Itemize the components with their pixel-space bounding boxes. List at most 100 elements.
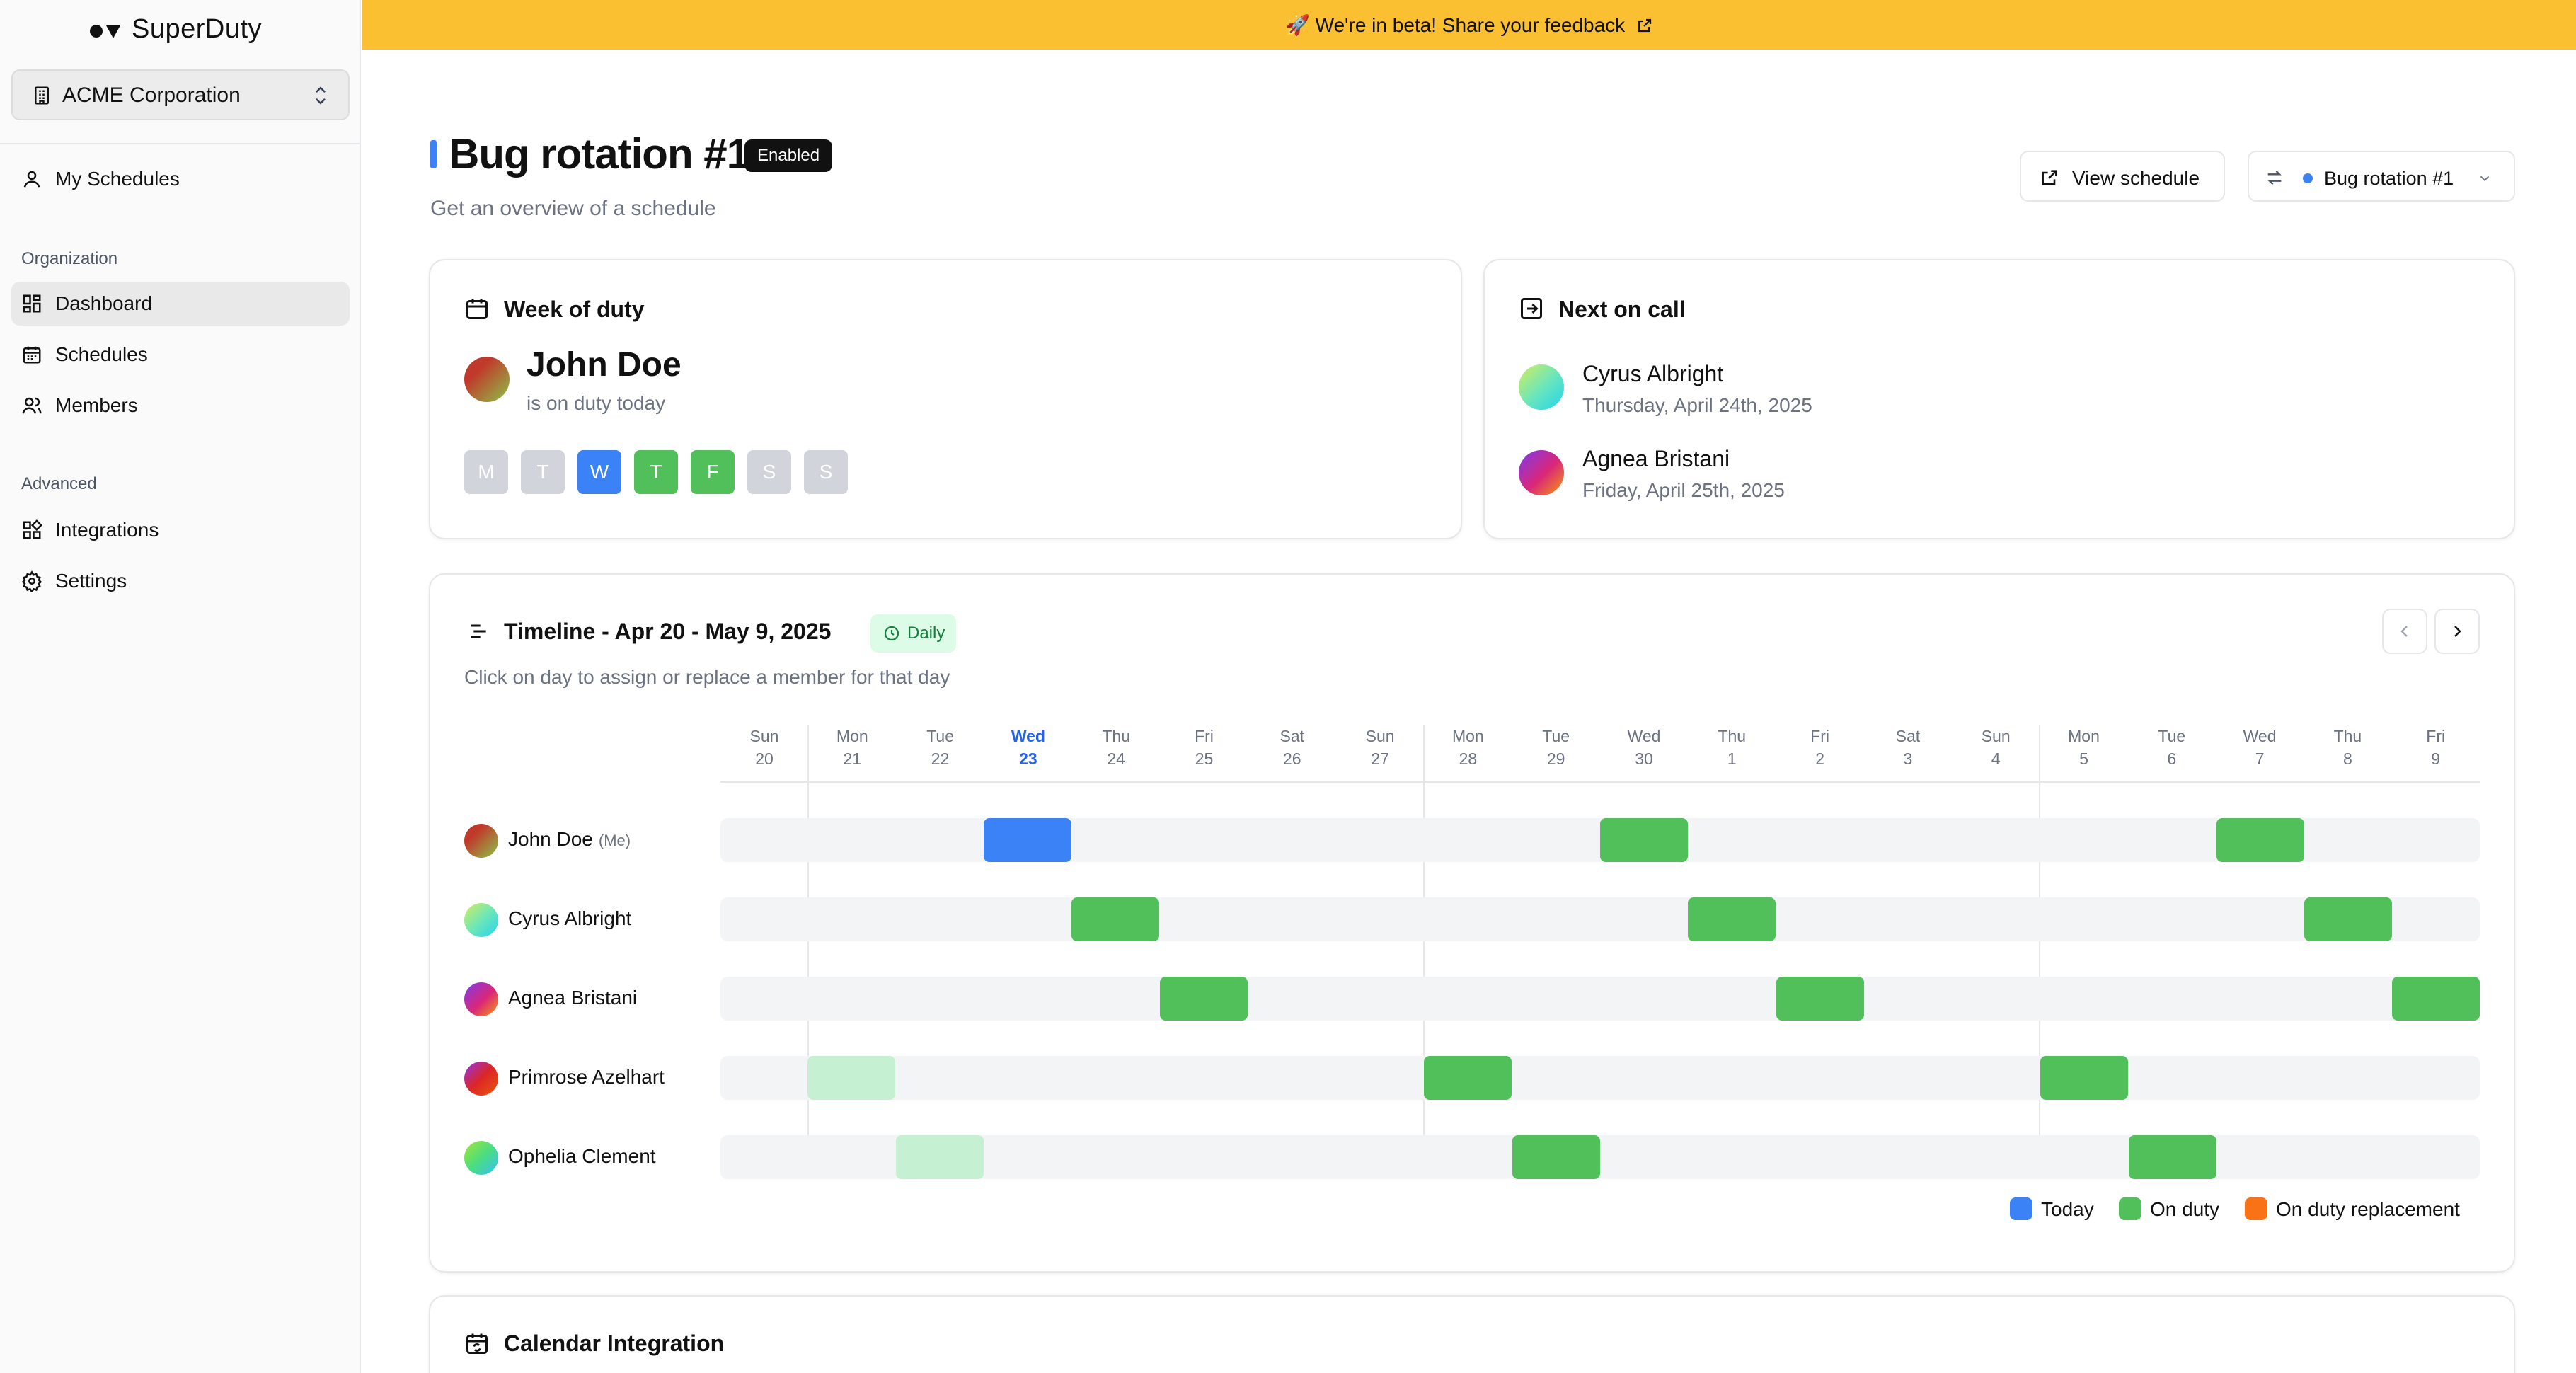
week-of-duty-title: Week of duty [504,297,645,322]
column-date-label: 21 [843,749,862,768]
duty-slot[interactable] [1071,897,1159,941]
column-date-label: 7 [2255,749,2265,768]
sidebar-item-my-schedules[interactable]: My Schedules [11,157,350,201]
sidebar-item-label: Members [55,394,138,416]
column-day-label: Thu [1102,727,1130,745]
timeline-column-header: Thu 8 [2304,725,2391,770]
timeline-row[interactable] [720,1056,2480,1100]
timeline-column-header: Tue 29 [1512,725,1600,770]
column-day-label: Sat [1895,727,1921,745]
list-timeline-icon [471,624,486,638]
page-title: Bug rotation #1 [449,130,750,178]
legend-on-duty-swatch [2119,1197,2141,1220]
column-day-label: Sat [1280,727,1305,745]
sidebar-item-integrations[interactable]: Integrations [11,508,350,552]
column-date-label: 1 [1727,749,1737,768]
duty-slot[interactable] [2392,977,2480,1021]
timeline-column-header: Wed 30 [1600,725,1688,770]
sidebar-item-schedules[interactable]: Schedules [11,333,350,377]
column-date-label: 8 [2342,749,2352,768]
clock-icon [884,626,899,641]
column-day-label: Tue [1542,727,1570,745]
sidebar: SuperDuty ACME Corporation My Schedules … [0,0,361,1373]
column-day-label: Sun [749,727,779,745]
me-tag: (Me) [598,832,631,849]
page-subtitle: Get an overview of a schedule [430,197,716,220]
column-date-label: 3 [1903,749,1913,768]
calendar-icon [466,299,488,319]
duty-slot[interactable] [2216,818,2304,862]
timeline-column-header: Tue 6 [2128,725,2216,770]
schedule-color-dot [2303,173,2313,183]
column-date-label: 24 [1107,749,1125,768]
legend-today-swatch [2010,1197,2032,1220]
duty-slot-past[interactable] [896,1135,984,1179]
weekday-monday: M [464,450,508,494]
column-day-label: Sun [1365,727,1395,745]
duty-slot-today[interactable] [984,818,1071,862]
app-logo-text[interactable]: SuperDuty [132,14,263,44]
timeline-column-header: Thu 24 [1072,725,1160,770]
duty-slot[interactable] [2304,897,2392,941]
timeline-row[interactable] [720,897,2480,941]
timeline-title: Timeline - Apr 20 - May 9, 2025 [504,619,832,644]
avatar [464,1141,498,1175]
week-separator [2039,725,2040,1179]
timeline-member-name: John Doe (Me) [508,828,631,850]
column-day-label: Wed [1627,727,1661,745]
organization-select[interactable]: ACME Corporation [11,69,350,120]
legend-label: On duty replacement [2276,1198,2460,1220]
week-separator [807,725,809,781]
beta-banner[interactable]: 🚀 We're in beta! Share your feedback [362,0,2576,50]
timeline-row[interactable] [720,977,2480,1021]
timeline-subtitle: Click on day to assign or replace a memb… [464,666,950,688]
column-day-label: Thu [1718,727,1747,745]
sidebar-divider [0,143,361,144]
duty-slot[interactable] [1424,1056,1512,1100]
gear-icon [21,570,42,592]
duty-slot[interactable] [1600,818,1688,862]
timeline-prev-button[interactable] [2382,609,2427,654]
timeline-column-header: Wed 7 [2216,725,2304,770]
view-schedule-button[interactable]: View schedule [2020,151,2225,202]
sidebar-item-label: My Schedules [55,168,180,190]
chevron-up-down-icon [316,86,326,105]
column-date-label: 5 [2079,749,2088,768]
duty-slot[interactable] [1776,977,1864,1021]
duty-slot[interactable] [2129,1135,2216,1179]
duty-slot-past[interactable] [807,1056,895,1100]
beta-banner-text[interactable]: 🚀 We're in beta! Share your feedback [1285,14,1626,37]
sidebar-item-label: Schedules [55,343,148,365]
calendar-icon [23,346,41,364]
legend-replacement-swatch [2245,1197,2267,1220]
schedule-select[interactable]: Bug rotation #1 [2248,151,2515,202]
sidebar-item-settings[interactable]: Settings [11,559,350,603]
weekday-wednesday: W [577,450,621,494]
duty-slot[interactable] [2040,1056,2128,1100]
timeline-column-header: Sun 20 [720,725,808,770]
duty-slot[interactable] [1160,977,1248,1021]
building-icon [35,86,49,105]
timeline-member-name: Ophelia Clement [508,1145,656,1167]
timeline-granularity-badge: Daily [870,614,957,653]
timeline-member-name: Primrose Azelhart [508,1066,665,1088]
avatar [1519,364,1564,410]
duty-slot[interactable] [1512,1135,1600,1179]
duty-slot[interactable] [1688,897,1776,941]
column-day-label: Thu [2333,727,2362,745]
timeline-column-header: Sat 3 [1864,725,1952,770]
column-date-label: 6 [2167,749,2177,768]
column-date-label: 23 [1019,749,1037,768]
column-day-label: Fri [1195,727,1214,745]
sidebar-item-dashboard[interactable]: Dashboard [11,282,350,326]
sign-in-arrow-icon [1521,298,1542,319]
column-day-label: Wed [1011,727,1045,745]
weekday-tuesday: T [521,450,565,494]
sidebar-item-members[interactable]: Members [11,384,350,427]
avatar [464,982,498,1016]
weekday-friday: F [691,450,735,494]
timeline-next-button[interactable] [2434,609,2480,654]
external-link-icon [2042,170,2057,185]
timeline-column-header: Fri 25 [1161,725,1248,770]
timeline-member-name: Agnea Bristani [508,987,638,1009]
